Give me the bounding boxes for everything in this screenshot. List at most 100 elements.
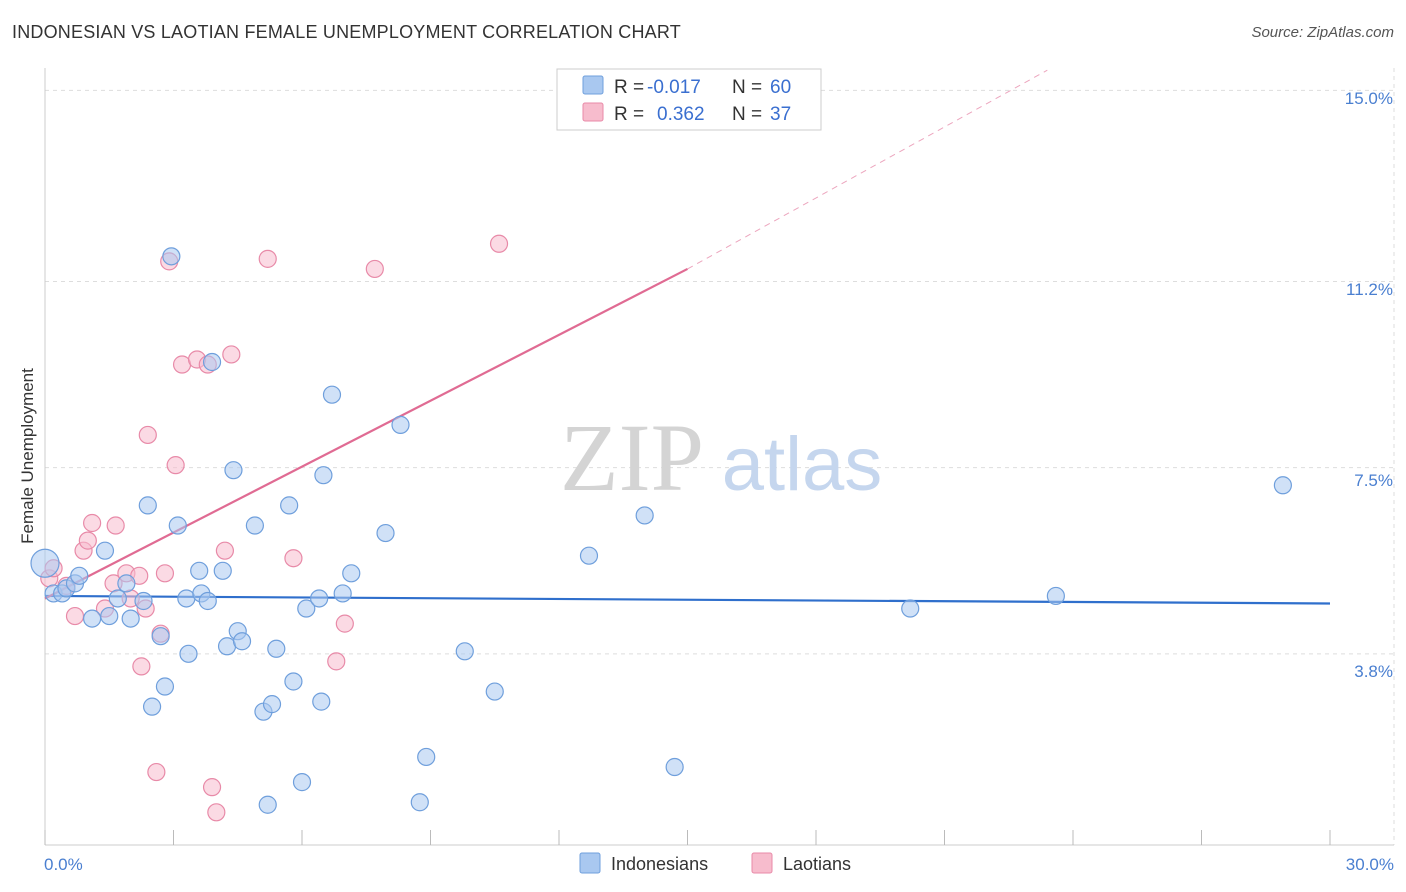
trend-lines — [44, 69, 1331, 605]
laotians-point-6 — [83, 513, 102, 533]
laotians-point-13 — [132, 657, 151, 676]
indonesians-point-27 — [224, 461, 243, 480]
laotians-point-30 — [327, 652, 346, 671]
bottom-legend-swatch-laotians — [751, 852, 773, 874]
y-tick-label-15-0: 15.0% — [1345, 89, 1393, 108]
indonesians-point-23 — [198, 591, 217, 611]
y-axis-title: Female Unemployment — [18, 368, 37, 544]
indonesians-point-56 — [1273, 476, 1292, 495]
indonesians-point-52 — [635, 506, 654, 525]
indonesians-point-14 — [142, 697, 162, 716]
legend-r-label-2: R = — [614, 104, 644, 125]
indonesians-point-24 — [202, 352, 222, 372]
watermark-zip: ZIP — [560, 404, 704, 511]
legend-n-value-1: 60 — [770, 77, 791, 98]
watermark-atlas: atlas — [722, 422, 883, 507]
indonesians-point-32 — [258, 795, 277, 814]
indonesians-point-40 — [312, 692, 331, 711]
grid — [45, 68, 1395, 845]
chart-title: INDONESIAN VS LAOTIAN FEMALE UNEMPLOYMEN… — [12, 22, 681, 42]
bottom-legend-label-indonesians: Indonesians — [611, 854, 708, 874]
indonesians-point-36 — [284, 672, 303, 691]
laotians-point-33 — [489, 234, 509, 253]
bottom-legend-label-laotians: Laotians — [783, 854, 851, 874]
indonesians-point-44 — [342, 564, 361, 583]
indonesians-point-43 — [333, 584, 352, 603]
indonesians-point-17 — [162, 247, 181, 266]
trend-line-indonesians — [44, 594, 1331, 605]
indonesians-point-47 — [410, 793, 429, 812]
indonesians-point-38 — [297, 599, 316, 618]
correlation-legend: R = -0.017 N = 60 R = 0.362 N = 37 — [556, 68, 822, 131]
indonesians-point-50 — [485, 682, 504, 701]
indonesians-point-33 — [262, 695, 282, 714]
indonesians-point-42 — [322, 385, 342, 404]
laotians-point-15 — [138, 425, 157, 445]
indonesians-point-34 — [267, 639, 286, 658]
indonesians-point-54 — [901, 599, 920, 618]
indonesians-point-7 — [95, 541, 115, 560]
x-tick-label-0: 0.0% — [44, 855, 83, 874]
indonesians-point-37 — [292, 773, 312, 792]
indonesians-point-10 — [117, 574, 136, 593]
indonesians-point-15 — [151, 627, 170, 646]
y-tick-label-7-5: 7.5% — [1354, 471, 1393, 490]
indonesians-point-8 — [100, 606, 119, 626]
indonesians-point-30 — [245, 516, 264, 535]
indonesians-point-18 — [168, 516, 187, 535]
indonesians-point-5 — [70, 566, 89, 585]
laotians-point-29 — [284, 549, 303, 568]
indonesians-point-35 — [280, 496, 299, 515]
trend-line-laotians-extension — [687, 69, 1048, 270]
laotians-point-24 — [202, 778, 222, 797]
indonesians-point-9 — [108, 589, 127, 608]
legend-swatch-indonesians — [582, 75, 604, 95]
laotians-point-25 — [207, 803, 226, 822]
source-label: Source: ZipAtlas.com — [1251, 24, 1394, 41]
laotians-point-26 — [215, 541, 234, 560]
laotians-point-9 — [106, 516, 125, 535]
x-ticks — [44, 830, 1331, 845]
legend-n-label-1: N = — [732, 77, 762, 98]
laotians-point-16 — [147, 762, 166, 782]
legend-n-value-2: 37 — [770, 104, 791, 125]
laotians-point-18 — [155, 564, 175, 583]
laotians-points — [40, 234, 509, 822]
indonesians-point-16 — [155, 677, 175, 696]
x-tick-label-30: 30.0% — [1346, 855, 1394, 874]
indonesians-point-46 — [391, 415, 410, 434]
indonesians-point-13 — [138, 496, 157, 515]
laotians-point-32 — [365, 259, 384, 279]
legend-r-label-1: R = — [614, 77, 644, 98]
indonesians-point-21 — [190, 561, 209, 580]
legend-r-value-1: -0.017 — [647, 77, 701, 98]
indonesians-point-29 — [232, 632, 252, 651]
indonesians-point-6 — [83, 609, 102, 628]
bottom-legend-swatch-indonesians — [579, 852, 601, 874]
indonesians-point-45 — [376, 523, 395, 543]
series-legend: Indonesians Laotians — [579, 852, 851, 874]
indonesians-point-53 — [665, 757, 684, 777]
legend-swatch-laotians — [582, 102, 604, 122]
indonesians-point-25 — [213, 561, 232, 580]
legend-n-label-2: N = — [732, 104, 762, 125]
indonesians-points — [30, 247, 1292, 814]
laotians-point-5 — [78, 531, 97, 550]
indonesians-point-0 — [30, 548, 60, 578]
indonesians-point-39 — [310, 589, 329, 608]
indonesians-point-41 — [314, 466, 333, 485]
indonesians-point-48 — [417, 747, 436, 767]
indonesians-point-12 — [134, 591, 153, 611]
laotians-point-31 — [335, 614, 354, 633]
laotians-point-3 — [65, 606, 85, 626]
indonesians-point-49 — [455, 642, 474, 661]
y-tick-label-3-8: 3.8% — [1354, 662, 1393, 681]
indonesians-point-11 — [121, 609, 140, 628]
laotians-point-28 — [258, 249, 277, 268]
y-tick-label-11-2: 11.2% — [1346, 280, 1393, 299]
indonesians-point-55 — [1046, 586, 1065, 606]
indonesians-point-51 — [579, 546, 599, 565]
trend-line-laotians — [44, 267, 689, 600]
laotians-point-20 — [166, 456, 185, 475]
